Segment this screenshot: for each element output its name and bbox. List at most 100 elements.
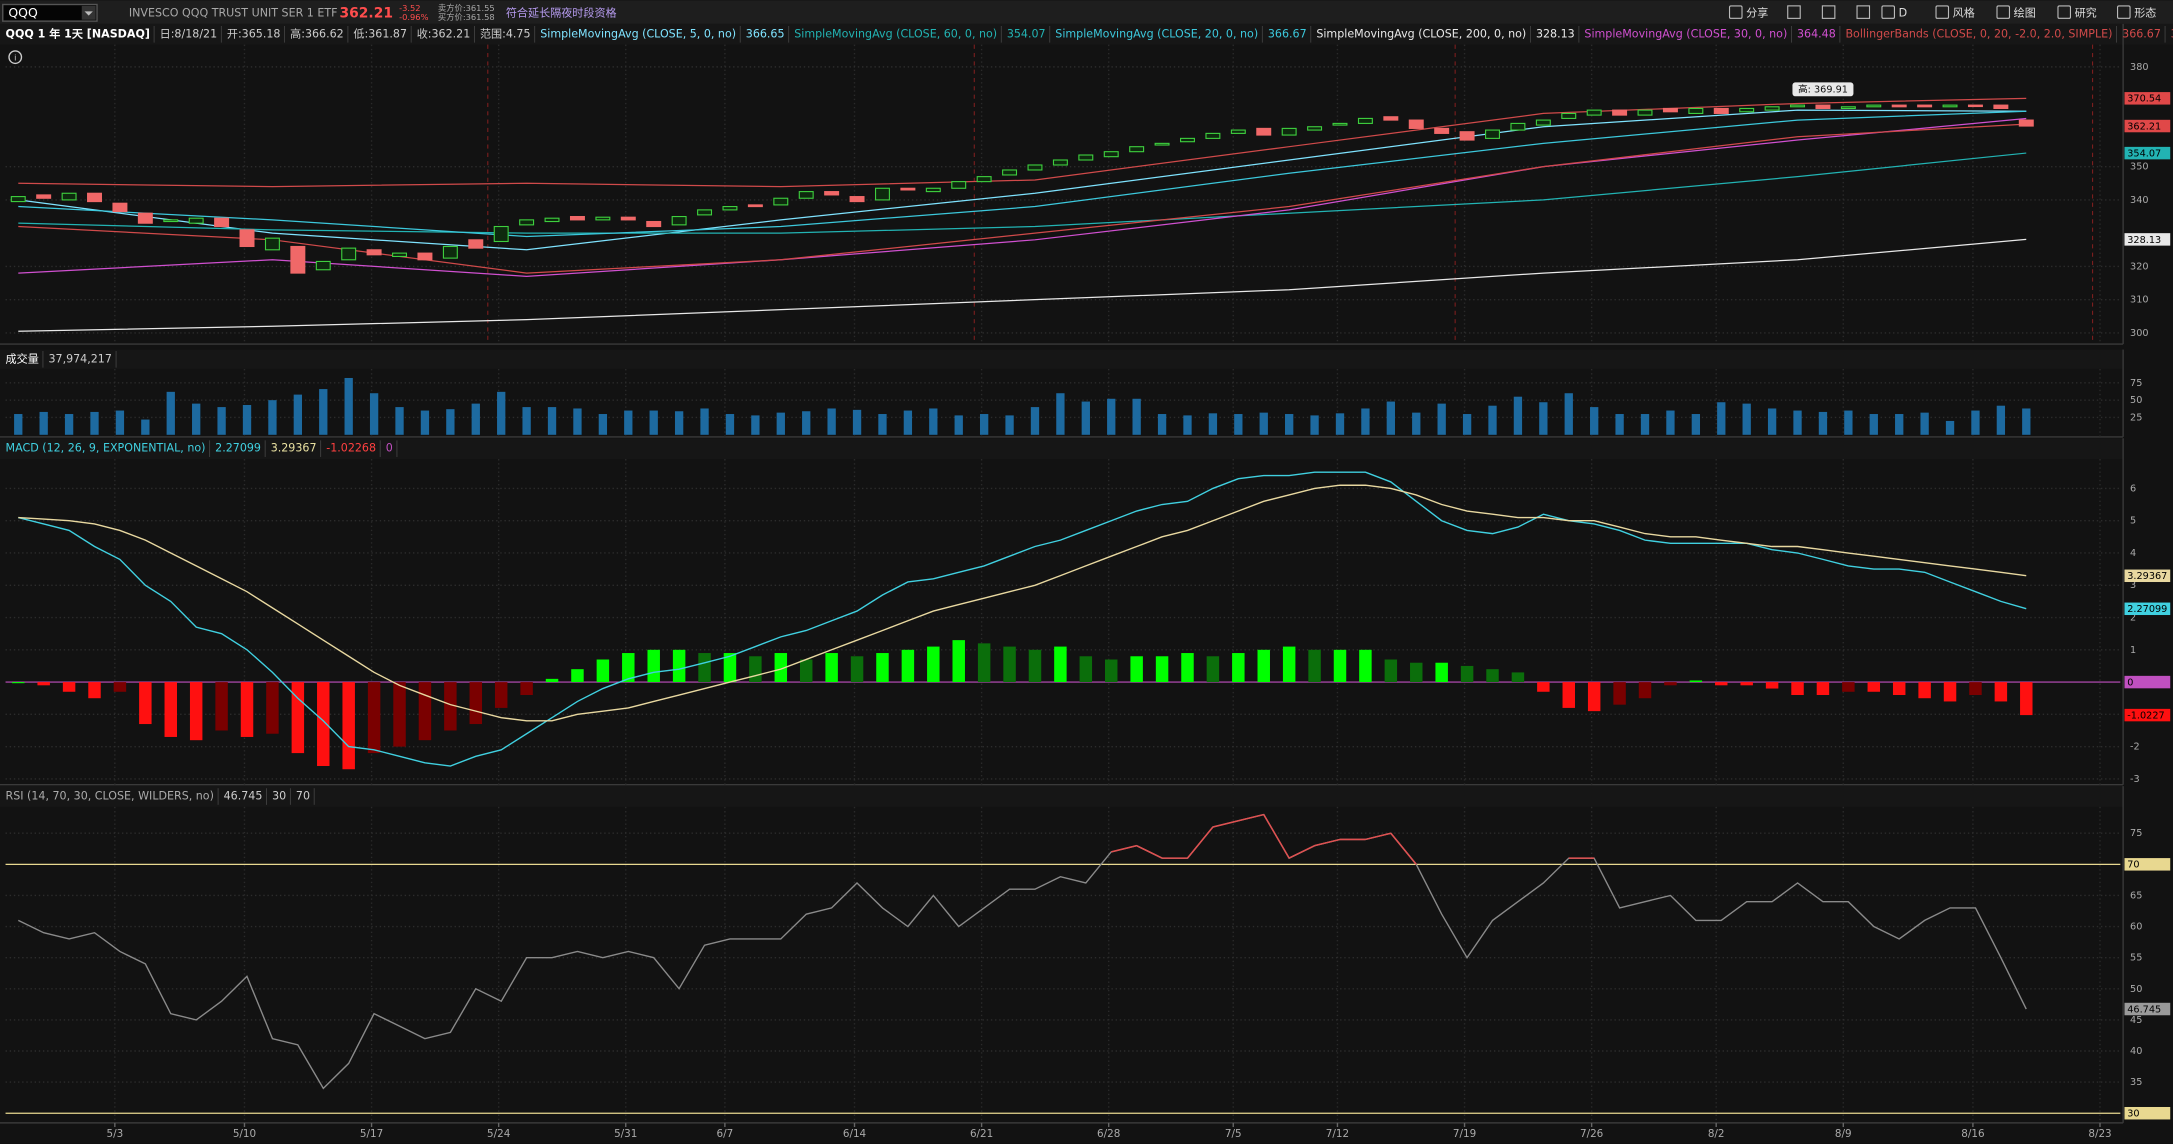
macd-histogram-bar [1765,682,1779,689]
bid: 买方价:361.58 [438,12,495,22]
volume-bar [471,403,480,435]
y-tick-label: 60 [2130,922,2142,933]
macd-field: -1.02268 [326,442,376,455]
study-line [18,97,2027,188]
toolbar-icon[interactable] [2057,5,2072,19]
candle-body [1993,104,2009,110]
candle-body [620,216,636,221]
toolbar-icon[interactable] [1821,5,1836,19]
study-line [18,123,2027,274]
candle-body [1281,127,1297,136]
candle-body [1612,109,1628,116]
macd-histogram-bar [1562,682,1575,708]
candle-body [36,194,52,199]
macd-histogram-bar [672,649,686,683]
macd-histogram-bar [1079,656,1093,683]
candle-body [1586,109,1602,116]
study-value: 328.13 [1536,27,1575,40]
candle-body [366,249,382,256]
candle-body [824,191,840,196]
ohlc-field: 高:366.62 [290,26,344,40]
x-tick-label: 6/28 [1097,1128,1120,1140]
volume-bar [1157,414,1167,435]
price-badge-label: 46.745 [2127,1004,2161,1015]
macd-field: 0 [386,442,393,455]
toolbar-button[interactable]: 分享 [1746,6,1768,20]
symbol[interactable]: QQQ [8,5,38,20]
candle-body [493,225,509,243]
volume-bar [929,408,938,435]
volume-bar [598,414,608,435]
macd-field: 2.27099 [215,442,261,455]
y-tick-label: 4 [2130,548,2136,559]
toolbar-icon[interactable] [1881,5,1896,19]
candle-body [1739,107,1755,113]
volume-bar [1361,408,1370,435]
info-icon[interactable] [8,50,23,65]
macd-histogram-bar [393,682,406,747]
macd-histogram-bar [164,682,177,737]
ohlc-field: 收:362.21 [417,26,471,40]
volume-bar [776,412,785,435]
price-badge [2124,1002,2171,1016]
price-badge [2124,1106,2171,1120]
volume-bar [1437,403,1446,435]
macd-histogram-bar [1537,682,1550,692]
candle-body [1307,126,1323,131]
volume-bar [1691,414,1701,435]
candle-body [773,197,789,206]
candle-body [264,237,280,251]
toolbar-icon[interactable] [2117,5,2131,19]
candle-body [1078,154,1094,161]
volume-bar [217,407,226,435]
toolbar-button[interactable]: 形态 [2134,7,2156,20]
symbol-box[interactable] [2,3,98,22]
candle-body [697,209,713,216]
rsi-overbought-segment [1186,826,1214,859]
macd-histogram-bar [1384,659,1398,683]
toolbar-icon[interactable] [1728,5,1743,19]
y-tick-label: 380 [2130,62,2149,73]
panel-header [0,349,2124,369]
volume-bar [1844,410,1853,435]
macd-histogram-bar [825,653,838,683]
macd-histogram-bar [88,682,101,699]
candle-body [1459,131,1475,141]
candle-body [315,260,331,271]
toolbar-button[interactable]: 绘图 [2014,6,2036,20]
price-badge [2124,602,2171,616]
study-line [18,238,2027,332]
candle-body [1790,104,1806,108]
toolbar-button[interactable]: D [1899,7,1908,20]
toolbar-button[interactable]: 风格 [1953,6,1975,20]
x-tick-label: 6/21 [970,1128,993,1140]
x-tick-label: 7/26 [1580,1128,1603,1140]
toolbar-icon[interactable] [1856,5,1871,19]
macd-histogram-bar [1028,649,1042,683]
candle-body [1180,137,1195,143]
macd-histogram-bar [2020,682,2033,716]
price-badge [2124,233,2171,246]
toolbar-button[interactable]: 研究 [2075,6,2097,20]
price-badge-label: 30 [2127,1109,2139,1120]
toolbar-icon[interactable] [1787,5,1801,19]
toolbar-icon[interactable] [1935,5,1950,19]
high-annotation-label: 高: 369.91 [1798,83,1848,96]
macd-histogram-bar [1181,653,1194,683]
macd-histogram-bar [622,653,635,683]
study-line [18,117,2027,278]
description: INVESCO QQQ TRUST UNIT SER 1 ETF [129,7,338,20]
toolbar-icon[interactable] [1996,5,2011,19]
candle-body [1103,151,1119,158]
y-tick-label: 50 [2130,984,2142,995]
candle-body [569,215,585,221]
macd-histogram-bar [1715,682,1728,686]
toolbar-buttons: 分享 D 风格 绘图 研究 形态 [1728,5,2156,20]
macd-histogram-bar [418,682,432,741]
price-badge-label: 70 [2127,860,2139,871]
candle-body [951,181,967,189]
study-label: SimpleMovingAvg (CLOSE, 200, 0, no) [1316,27,1526,40]
price-badge [2124,708,2171,722]
volume-bar [1030,407,1040,435]
